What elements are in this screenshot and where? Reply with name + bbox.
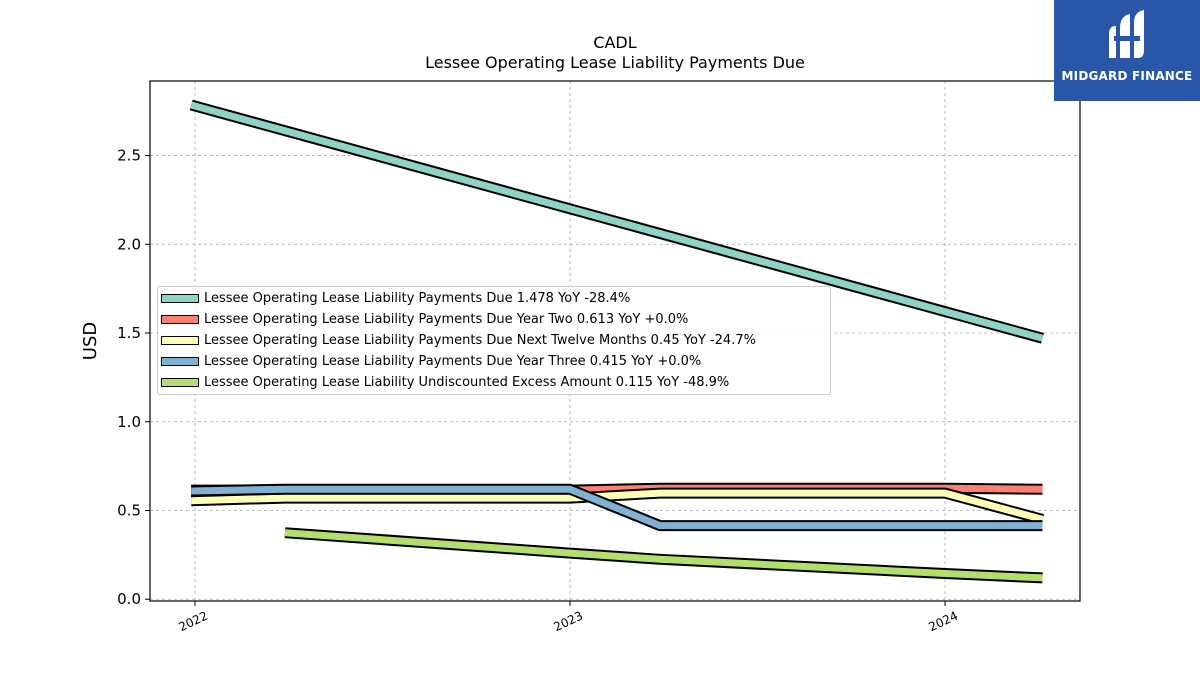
legend-item: Lessee Operating Lease Liability Payment… bbox=[158, 331, 830, 351]
y-tick-label: 0.5 bbox=[117, 501, 141, 519]
legend-swatch bbox=[161, 336, 199, 345]
plot-frame bbox=[149, 80, 1081, 602]
legend-label: Lessee Operating Lease Liability Payment… bbox=[204, 312, 689, 327]
legend-label: Lessee Operating Lease Liability Undisco… bbox=[204, 375, 730, 390]
chart-title: CADL bbox=[593, 33, 636, 52]
y-tick-label: 1.5 bbox=[117, 324, 141, 342]
x-tick-label: 2024 bbox=[927, 609, 961, 635]
legend-item: Lessee Operating Lease Liability Payment… bbox=[158, 289, 830, 309]
y-tick-label: 0.0 bbox=[117, 590, 141, 608]
legend: Lessee Operating Lease Liability Payment… bbox=[157, 286, 831, 395]
x-tick-label: 2023 bbox=[552, 609, 586, 635]
chart-subtitle: Lessee Operating Lease Liability Payment… bbox=[425, 53, 805, 72]
logo-text: MIDGARD FINANCE bbox=[1061, 69, 1193, 83]
legend-swatch bbox=[161, 378, 199, 387]
midgard-finance-logo-icon bbox=[1109, 10, 1144, 58]
legend-item: Lessee Operating Lease Liability Payment… bbox=[158, 310, 830, 330]
series-line bbox=[284, 529, 1043, 582]
midgard-finance-logo: MIDGARD FINANCE bbox=[1054, 0, 1200, 101]
legend-label: Lessee Operating Lease Liability Payment… bbox=[204, 333, 756, 348]
series-layer bbox=[189, 99, 1044, 584]
legend-label: Lessee Operating Lease Liability Payment… bbox=[204, 354, 702, 369]
series-line bbox=[190, 101, 1044, 342]
series-line bbox=[191, 489, 1044, 523]
y-tick-label: 2.0 bbox=[117, 235, 141, 253]
legend-swatch bbox=[161, 315, 199, 324]
y-tick-label: 2.5 bbox=[117, 147, 141, 165]
x-tick-label: 2022 bbox=[177, 609, 211, 635]
legend-label: Lessee Operating Lease Liability Payment… bbox=[204, 291, 631, 306]
legend-swatch bbox=[161, 294, 199, 303]
y-axis-label: USD bbox=[80, 322, 101, 360]
legend-item: Lessee Operating Lease Liability Undisco… bbox=[158, 373, 830, 393]
legend-swatch bbox=[161, 357, 199, 366]
legend-item: Lessee Operating Lease Liability Payment… bbox=[158, 352, 830, 372]
y-tick-label: 1.0 bbox=[117, 413, 141, 431]
series-line bbox=[191, 485, 1043, 530]
